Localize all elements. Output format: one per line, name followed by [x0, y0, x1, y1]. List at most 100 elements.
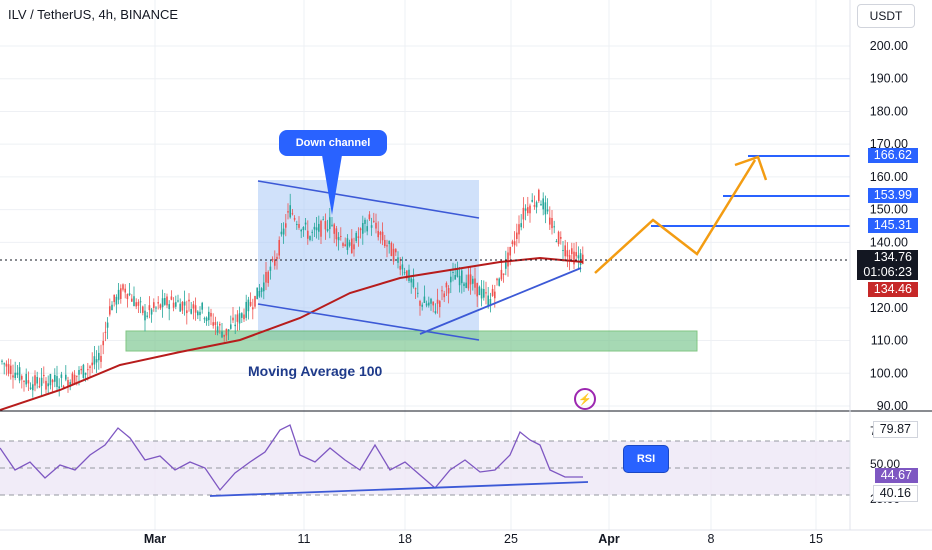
candle-body	[487, 295, 489, 307]
ma-value-badge[interactable]: 134.46	[867, 282, 918, 297]
candle-body	[399, 265, 401, 270]
candle-body	[62, 385, 65, 388]
candle-body	[579, 253, 582, 265]
candle-body	[573, 251, 575, 265]
candle-body	[216, 326, 219, 333]
candle-body	[428, 302, 430, 306]
rsi-tick: 50.00	[870, 457, 900, 471]
candle-body	[181, 302, 184, 311]
candle-body	[227, 329, 230, 332]
candle-body	[562, 249, 564, 251]
candle-body	[430, 298, 432, 304]
candle-body	[170, 296, 173, 300]
candle-body	[234, 324, 236, 327]
time-tick: 15	[809, 532, 823, 546]
candle-body	[84, 372, 87, 375]
price-tick: 160.00	[870, 170, 908, 184]
candle-body	[188, 299, 190, 302]
last-price-badge[interactable]: 134.76 01:06:23	[857, 250, 918, 280]
candle-body	[89, 366, 91, 369]
target-level-3-badge[interactable]: 145.31	[867, 218, 918, 233]
price-tick: 110.00	[871, 334, 908, 348]
candle-body	[58, 386, 60, 389]
candle-body	[516, 232, 518, 239]
time-tick: 25	[504, 532, 518, 546]
lightning-icon[interactable]: ⚡	[574, 388, 596, 410]
candle-body	[190, 309, 192, 314]
candle-body	[351, 238, 353, 254]
time-axis-labels: Mar 11 18 25 Apr 8 15	[144, 532, 823, 546]
candle-body	[522, 207, 525, 220]
price-tick: 120.00	[870, 301, 908, 315]
candle-body	[337, 237, 340, 241]
candle-body	[122, 284, 124, 290]
candle-body	[258, 290, 261, 297]
candle-body	[480, 288, 483, 299]
rsi-line	[0, 424, 583, 492]
candle-body	[461, 270, 463, 284]
moving-average-label[interactable]: Moving Average 100	[248, 363, 383, 379]
candle-body	[309, 236, 311, 240]
candle-body	[5, 363, 8, 367]
candle-body	[513, 241, 516, 246]
candle-body	[436, 299, 439, 304]
candle-body	[483, 288, 485, 298]
candle-body	[32, 384, 34, 391]
candle-body	[307, 230, 309, 239]
candle-body	[368, 214, 371, 220]
candle-body	[410, 278, 412, 283]
candle-body	[527, 207, 529, 214]
candle-body	[564, 245, 566, 257]
candle-body	[111, 304, 113, 311]
candle-body	[164, 298, 166, 305]
candle-body	[412, 279, 415, 288]
candle-body	[144, 310, 146, 321]
candle-body	[232, 317, 234, 321]
candle-body	[98, 352, 100, 361]
candle-body	[419, 300, 421, 306]
candle-body	[355, 232, 357, 241]
candle-body	[150, 309, 153, 315]
candle-body	[366, 226, 368, 232]
candle-body	[450, 276, 452, 283]
candle-body	[311, 231, 313, 233]
candle-body	[27, 380, 30, 384]
trend-support-line[interactable]	[419, 267, 582, 335]
rsi-high-badge[interactable]: 79.87	[872, 421, 918, 438]
candle-body	[379, 231, 382, 235]
support-zone[interactable]	[125, 330, 698, 352]
candle-body	[505, 260, 507, 269]
currency-button[interactable]: USDT	[857, 4, 915, 28]
rsi-value-badge[interactable]: 44.67	[874, 468, 918, 483]
candle-body	[557, 231, 560, 245]
time-tick: 8	[708, 532, 715, 546]
down-channel-callout[interactable]: Down channel	[279, 130, 387, 156]
rsi-low-badge[interactable]: 40.16	[872, 485, 918, 502]
candle-body	[285, 223, 287, 228]
candle-body	[137, 301, 140, 306]
price-tick: 90.00	[877, 399, 908, 413]
channel-upper-line[interactable]	[257, 180, 480, 219]
candle-body	[56, 376, 58, 388]
target-level-1-badge[interactable]: 166.62	[867, 148, 918, 163]
rsi-callout[interactable]: RSI	[623, 445, 669, 473]
time-tick: 18	[398, 532, 412, 546]
symbol-title[interactable]: ILV / TetherUS, 4h, BINANCE	[8, 7, 179, 22]
candle-body	[560, 237, 562, 239]
candle-body	[386, 245, 388, 247]
candle-body	[331, 224, 333, 226]
candle-body	[194, 305, 197, 313]
channel-lower-line[interactable]	[257, 303, 480, 341]
projection-path[interactable]	[594, 159, 757, 274]
candle-body	[384, 240, 386, 247]
candle-body	[566, 250, 569, 257]
candle-body	[291, 213, 294, 215]
target-level-2-badge[interactable]: 153.99	[867, 188, 918, 203]
candle-body	[36, 376, 38, 384]
candle-body	[67, 380, 69, 388]
rsi-trend-line[interactable]	[209, 481, 589, 497]
candle-body	[575, 252, 577, 257]
candle-body	[320, 220, 322, 237]
candle-body	[104, 331, 107, 333]
